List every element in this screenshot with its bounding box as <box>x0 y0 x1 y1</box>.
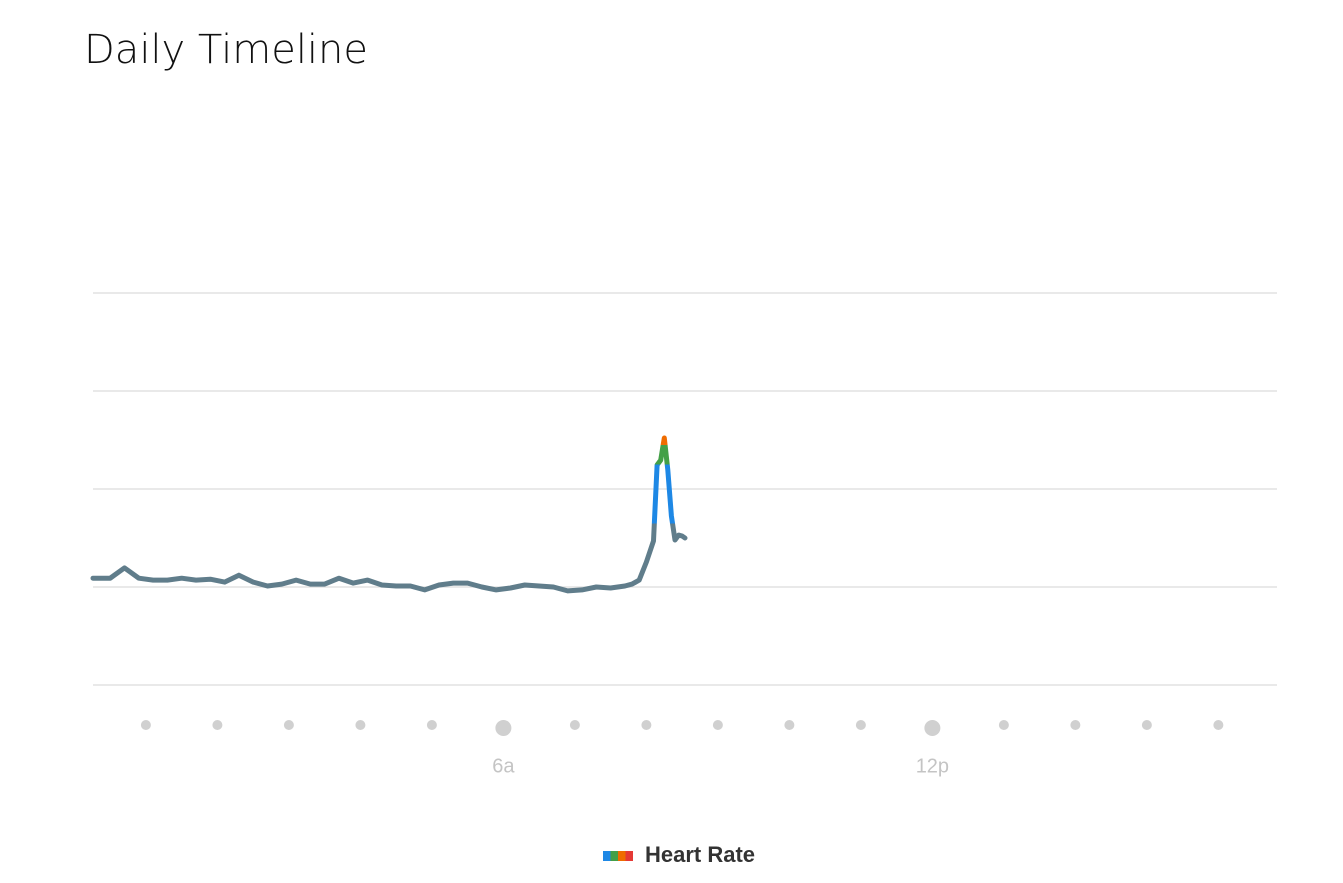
x-minor-tick <box>1213 720 1224 730</box>
x-tick <box>924 720 941 736</box>
x-minor-tick <box>1141 720 1152 730</box>
x-minor-tick <box>712 720 723 730</box>
legend-swatch <box>618 851 626 861</box>
legend-swatch <box>625 851 633 861</box>
x-minor-tick <box>140 720 151 730</box>
x-tick-label: 6a <box>492 755 515 777</box>
x-minor-tick <box>426 720 437 730</box>
chart-title: Daily Timeline <box>84 27 368 73</box>
x-minor-tick <box>283 720 294 730</box>
x-minor-tick <box>569 720 580 730</box>
legend-swatch <box>603 851 611 861</box>
x-tick <box>495 720 512 736</box>
x-minor-tick <box>641 720 652 730</box>
x-minor-tick <box>212 720 223 730</box>
heart-rate-line <box>90 435 688 594</box>
x-minor-tick <box>998 720 1009 730</box>
legend-label: Heart Rate <box>645 842 755 867</box>
x-minor-tick <box>1070 720 1081 730</box>
x-minor-tick <box>355 720 366 730</box>
x-minor-tick <box>784 720 795 730</box>
x-minor-tick <box>855 720 866 730</box>
legend-swatch <box>610 851 618 861</box>
x-tick-label: 12p <box>916 755 949 777</box>
